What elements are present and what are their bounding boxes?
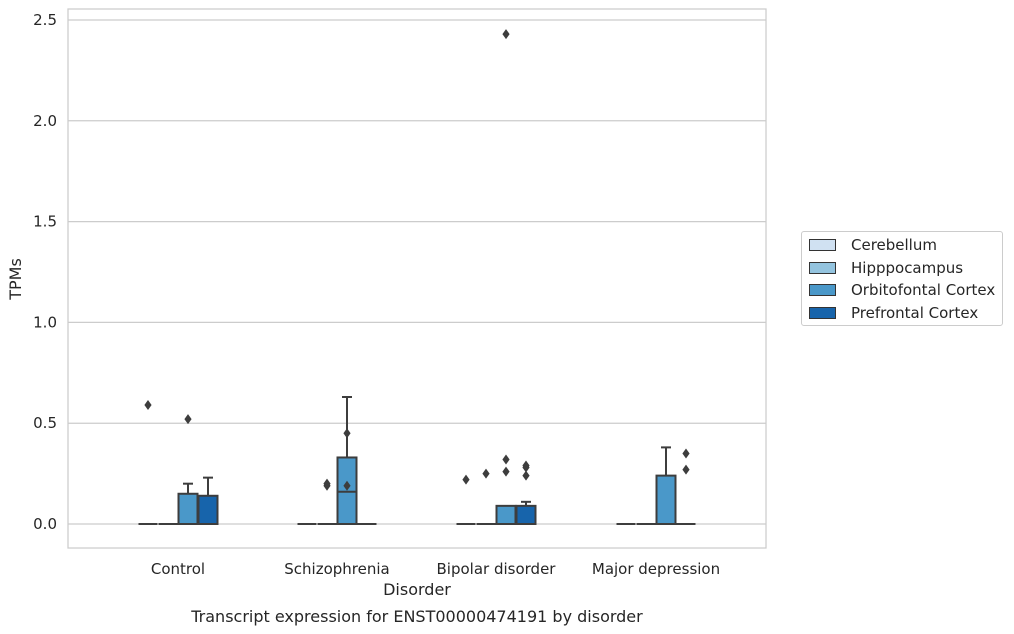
- legend: Cerebellum Hipppocampus Orbitofontal Cor…: [801, 231, 1003, 326]
- outlier-point: [522, 470, 530, 481]
- outlier-point: [343, 428, 351, 439]
- legend-item-cerebellum: Cerebellum: [809, 236, 937, 254]
- box-hipppocampus: [476, 468, 496, 525]
- outlier-point: [144, 400, 152, 411]
- box-body: [336, 456, 358, 525]
- grid-lines: [68, 19, 766, 525]
- x-tick-label: Control: [151, 560, 205, 578]
- outlier-point: [462, 474, 470, 485]
- box-prefrontal-cortex: [197, 476, 219, 525]
- y-tick-label: 1.5: [33, 213, 57, 231]
- legend-label-hippocampus: Hipppocampus: [851, 259, 964, 277]
- legend-item-orbitofrontal: Orbitofontal Cortex: [809, 281, 995, 299]
- box-body: [515, 504, 537, 525]
- outlier-point: [502, 454, 510, 465]
- outlier-point: [323, 478, 331, 489]
- plot-frame: [67, 8, 767, 549]
- box-cerebellum: [138, 400, 158, 525]
- box-prefrontal-cortex: [515, 460, 537, 525]
- box-orbitofontal-cortex: [495, 29, 517, 525]
- legend-swatch-cerebellum: [809, 239, 836, 251]
- y-axis-ticks: 0.0 0.5 1.0 1.5 2.0 2.5: [33, 11, 57, 533]
- box-cerebellum: [456, 474, 476, 525]
- x-axis-label: Disorder: [383, 580, 451, 599]
- y-tick-label: 1.0: [33, 313, 57, 331]
- outlier-point: [502, 29, 510, 40]
- box-orbitofontal-cortex: [177, 414, 199, 526]
- legend-item-hippocampus: Hipppocampus: [809, 259, 963, 277]
- plot-marks: [138, 29, 696, 526]
- box-body: [177, 492, 199, 526]
- outlier-point: [502, 466, 510, 477]
- y-tick-label: 0.5: [33, 414, 57, 432]
- outlier-point: [522, 460, 530, 471]
- box-body: [197, 494, 219, 525]
- y-axis-label: TPMs: [6, 258, 25, 301]
- box-orbitofontal-cortex: [655, 446, 677, 525]
- outlier-point: [184, 414, 192, 425]
- y-tick-label: 2.5: [33, 11, 57, 29]
- legend-label-orbitofrontal: Orbitofontal Cortex: [851, 281, 996, 299]
- box-hipppocampus: [317, 478, 337, 525]
- box-orbitofontal-cortex: [336, 395, 358, 525]
- x-axis-ticks: Control Schizophrenia Bipolar disorder Majo…: [151, 560, 720, 578]
- legend-label-cerebellum: Cerebellum: [851, 236, 937, 254]
- y-tick-label: 0.0: [33, 515, 57, 533]
- chart-title: Transcript expression for ENST0000047419…: [190, 607, 643, 626]
- box-body: [495, 504, 517, 525]
- outlier-point: [343, 480, 351, 491]
- x-tick-label: Schizophrenia: [284, 560, 389, 578]
- legend-swatch-prefrontal: [809, 307, 836, 319]
- legend-swatch-orbitofrontal: [809, 284, 836, 296]
- legend-swatch-hippocampus: [809, 262, 836, 274]
- x-tick-label: Major depression: [592, 560, 720, 578]
- outlier-point: [682, 448, 690, 459]
- x-tick-label: Bipolar disorder: [437, 560, 557, 578]
- legend-item-prefrontal: Prefrontal Cortex: [809, 304, 978, 322]
- outlier-point: [482, 468, 490, 479]
- outlier-point: [682, 464, 690, 475]
- box-body: [655, 474, 677, 525]
- y-tick-label: 2.0: [33, 112, 57, 130]
- box-prefrontal-cortex: [676, 448, 696, 525]
- legend-label-prefrontal: Prefrontal Cortex: [851, 304, 979, 322]
